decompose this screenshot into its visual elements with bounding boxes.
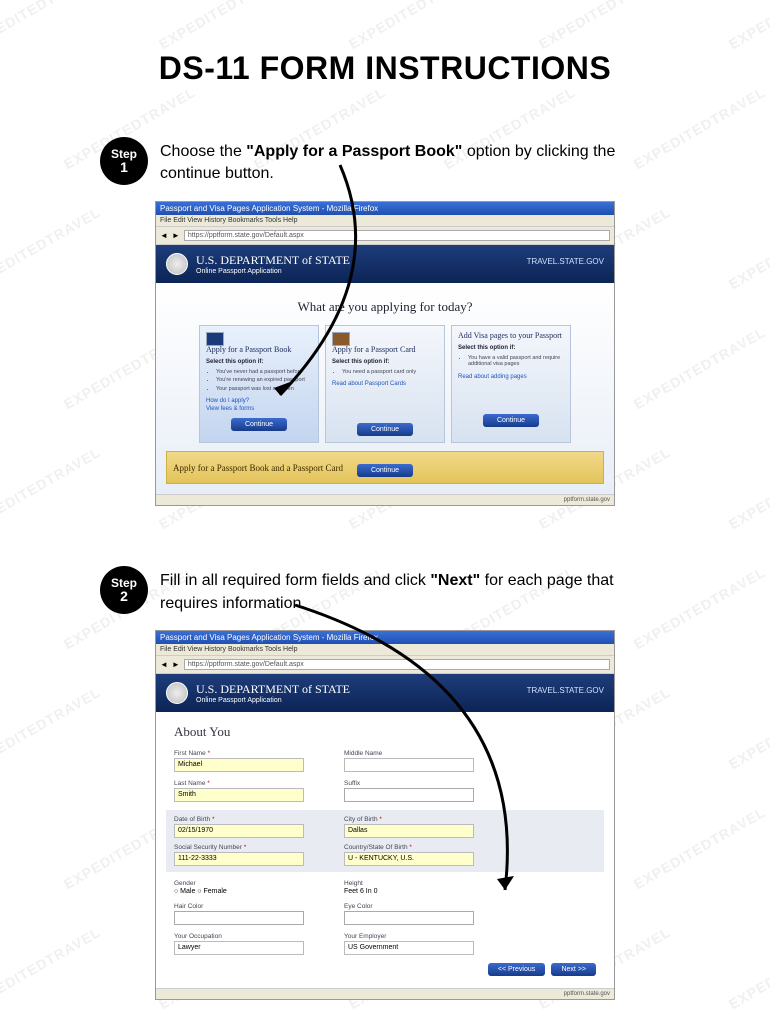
- screenshot-1: Passport and Visa Pages Application Syst…: [155, 201, 615, 506]
- ssn-label: Social Security Number *: [174, 844, 304, 851]
- middle-name-label: Middle Name: [344, 750, 474, 757]
- card-add-visa-pages[interactable]: Add Visa pages to your Passport Select t…: [451, 325, 571, 443]
- card-link[interactable]: Read about Passport Cards: [332, 381, 438, 387]
- site-header-right: TRAVEL.STATE.GOV: [527, 257, 604, 266]
- hair-select[interactable]: [174, 911, 304, 925]
- browser-status-bar: pptform.state.gov: [156, 988, 614, 999]
- card-bullet: You're renewing an expired passport: [216, 377, 312, 384]
- site-name: U.S. DEPARTMENT of STATE: [196, 253, 350, 268]
- combo-bar: Apply for a Passport Book and a Passport…: [166, 451, 604, 484]
- step-1-block: Step 1 Choose the "Apply for a Passport …: [100, 137, 670, 186]
- passport-card-icon: [332, 332, 350, 346]
- nav-back-icon[interactable]: ◄: [160, 231, 168, 240]
- employer-label: Your Employer: [344, 933, 474, 940]
- site-subtitle: Online Passport Application: [196, 697, 350, 704]
- page-title: DS-11 FORM INSTRUCTIONS: [100, 50, 670, 87]
- card-title: Apply for a Passport Book: [206, 346, 291, 355]
- occupation-input[interactable]: Lawyer: [174, 941, 304, 955]
- card-bullet: You need a passport card only: [342, 369, 438, 376]
- dob-label: Date of Birth *: [174, 816, 304, 823]
- card-passport-book[interactable]: Apply for a Passport Book Select this op…: [199, 325, 319, 443]
- gender-label: Gender: [174, 880, 304, 887]
- last-name-label: Last Name *: [174, 780, 304, 787]
- last-name-input[interactable]: Smith: [174, 788, 304, 802]
- step-1-text: Choose the "Apply for a Passport Book" o…: [160, 137, 670, 186]
- previous-button[interactable]: << Previous: [488, 963, 545, 976]
- state-seal-icon: [166, 253, 188, 275]
- browser-status-bar: pptform.state.gov: [156, 494, 614, 505]
- continue-button[interactable]: Continue: [231, 418, 287, 431]
- card-sub: Select this option if:: [332, 359, 438, 365]
- step-2-text: Fill in all required form fields and cli…: [160, 566, 670, 615]
- browser-title-bar: Passport and Visa Pages Application Syst…: [156, 631, 614, 644]
- card-link[interactable]: Read about adding pages: [458, 374, 564, 380]
- country-label: Country/State Of Birth *: [344, 844, 474, 851]
- middle-name-input[interactable]: [344, 758, 474, 772]
- eye-label: Eye Color: [344, 903, 474, 910]
- step-text-pre: Choose the: [160, 143, 246, 160]
- site-header: U.S. DEPARTMENT of STATE Online Passport…: [156, 674, 614, 712]
- browser-address-bar: ◄ ► https://pptform.state.gov/Default.as…: [156, 656, 614, 674]
- card-bullet: You've never had a passport before: [216, 369, 312, 376]
- next-button[interactable]: Next >>: [551, 963, 596, 976]
- step-1-badge: Step 1: [100, 137, 148, 185]
- step-2-block: Step 2 Fill in all required form fields …: [100, 566, 670, 615]
- nav-back-icon[interactable]: ◄: [160, 660, 168, 669]
- suffix-select[interactable]: [344, 788, 474, 802]
- browser-menu: File Edit View History Bookmarks Tools H…: [156, 215, 614, 227]
- browser-menu: File Edit View History Bookmarks Tools H…: [156, 644, 614, 656]
- height-selects[interactable]: Feet 6 In 0: [344, 888, 474, 895]
- step-text-bold: "Apply for a Passport Book": [246, 143, 462, 160]
- gender-radios[interactable]: ○ Male ○ Female: [174, 888, 304, 895]
- site-header-right: TRAVEL.STATE.GOV: [527, 686, 604, 695]
- step-2-badge: Step 2: [100, 566, 148, 614]
- country-input[interactable]: U - KENTUCKY, U.S.: [344, 852, 474, 866]
- step-badge-num: 2: [120, 589, 128, 603]
- card-passport-card[interactable]: Apply for a Passport Card Select this op…: [325, 325, 445, 443]
- cob-input[interactable]: Dallas: [344, 824, 474, 838]
- address-input[interactable]: https://pptform.state.gov/Default.aspx: [184, 230, 610, 241]
- employer-input[interactable]: US Government: [344, 941, 474, 955]
- passport-book-icon: [206, 332, 224, 346]
- hair-label: Hair Color: [174, 903, 304, 910]
- step-text-pre: Fill in all required form fields and cli…: [160, 572, 430, 589]
- browser-title-bar: Passport and Visa Pages Application Syst…: [156, 202, 614, 215]
- combo-text: Apply for a Passport Book and a Passport…: [173, 463, 343, 473]
- question-heading: What are you applying for today?: [166, 299, 604, 315]
- first-name-label: First Name *: [174, 750, 304, 757]
- site-subtitle: Online Passport Application: [196, 268, 350, 275]
- step-text-bold: "Next": [430, 572, 480, 589]
- screenshot-2: Passport and Visa Pages Application Syst…: [155, 630, 615, 1000]
- eye-select[interactable]: [344, 911, 474, 925]
- state-seal-icon: [166, 682, 188, 704]
- card-sub: Select this option if:: [206, 359, 312, 365]
- step-badge-num: 1: [120, 160, 128, 174]
- card-title: Apply for a Passport Card: [332, 346, 416, 355]
- cob-label: City of Birth *: [344, 816, 474, 823]
- card-link[interactable]: How do I apply?: [206, 398, 312, 404]
- continue-button[interactable]: Continue: [357, 423, 413, 436]
- first-name-input[interactable]: Michael: [174, 758, 304, 772]
- nav-fwd-icon[interactable]: ►: [172, 660, 180, 669]
- browser-address-bar: ◄ ► https://pptform.state.gov/Default.as…: [156, 227, 614, 245]
- nav-fwd-icon[interactable]: ►: [172, 231, 180, 240]
- height-label: Height: [344, 880, 474, 887]
- card-bullet: You have a valid passport and require ad…: [468, 355, 564, 368]
- dob-input[interactable]: 02/15/1970: [174, 824, 304, 838]
- site-name: U.S. DEPARTMENT of STATE: [196, 682, 350, 697]
- ssn-input[interactable]: 111-22-3333: [174, 852, 304, 866]
- site-header: U.S. DEPARTMENT of STATE Online Passport…: [156, 245, 614, 283]
- card-title: Add Visa pages to your Passport: [458, 332, 562, 341]
- form-heading: About You: [174, 724, 596, 740]
- suffix-label: Suffix: [344, 780, 474, 787]
- card-sub: Select this option if:: [458, 345, 564, 351]
- occupation-label: Your Occupation: [174, 933, 304, 940]
- address-input[interactable]: https://pptform.state.gov/Default.aspx: [184, 659, 610, 670]
- combo-continue-button[interactable]: Continue: [357, 464, 413, 477]
- continue-button[interactable]: Continue: [483, 414, 539, 427]
- card-bullet: Your passport was lost or stolen: [216, 386, 312, 393]
